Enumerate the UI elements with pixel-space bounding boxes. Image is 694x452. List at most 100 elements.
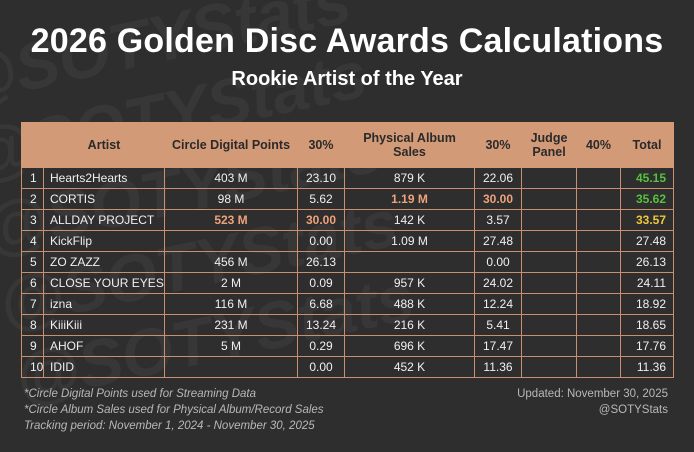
cell-digital-pct: 13.24 bbox=[297, 314, 345, 336]
cell-physical bbox=[344, 251, 475, 273]
cell-judge-pct bbox=[576, 188, 621, 210]
cell-artist: CLOSE YOUR EYES bbox=[43, 272, 165, 294]
col-header-digital-pct: 30% bbox=[297, 122, 345, 168]
cell-physical-pct: 17.47 bbox=[474, 335, 522, 357]
cell-rank: 9 bbox=[21, 335, 44, 357]
table-body: 1 Hearts2Hearts 403 M 23.10 879 K 22.06 45.15 2… bbox=[21, 167, 674, 378]
cell-physical: 879 K bbox=[344, 167, 475, 189]
col-header-judge-pct: 40% bbox=[576, 122, 621, 168]
cell-digital-pct: 30.00 bbox=[297, 209, 345, 231]
cell-total: 24.11 bbox=[620, 272, 674, 294]
footer-tracking-period: Tracking period: November 1, 2024 - Nove… bbox=[24, 420, 315, 432]
table-row: 3 ALLDAY PROJECT 523 M 30.00 142 K 3.57 33.57 bbox=[21, 209, 674, 231]
cell-physical-pct: 30.00 bbox=[474, 188, 522, 210]
cell-digital-pct: 5.62 bbox=[297, 188, 345, 210]
footer-updated: Updated: November 30, 2025 bbox=[517, 388, 668, 400]
cell-judge-pct bbox=[576, 314, 621, 336]
cell-total: 18.92 bbox=[620, 293, 674, 315]
col-header-artist: Artist bbox=[43, 122, 165, 168]
cell-rank: 3 bbox=[21, 209, 44, 231]
cell-artist: ALLDAY PROJECT bbox=[43, 209, 165, 231]
cell-total: 11.36 bbox=[620, 356, 674, 378]
cell-rank: 4 bbox=[21, 230, 44, 252]
cell-physical: 452 K bbox=[344, 356, 475, 378]
cell-artist: izna bbox=[43, 293, 165, 315]
footer-meta: Updated: November 30, 2025 @SOTYStats bbox=[517, 386, 668, 418]
cell-physical-pct: 5.41 bbox=[474, 314, 522, 336]
footer-note-digital: *Circle Digital Points used for Streamin… bbox=[24, 388, 257, 400]
cell-rank: 10 bbox=[21, 356, 44, 378]
cell-judge bbox=[521, 188, 577, 210]
cell-physical-pct: 0.00 bbox=[474, 251, 522, 273]
cell-digital-pct: 26.13 bbox=[297, 251, 345, 273]
table-header-row: Artist Circle Digital Points 30% Physica… bbox=[21, 122, 674, 168]
cell-total: 26.13 bbox=[620, 251, 674, 273]
page-title: 2026 Golden Disc Awards Calculations bbox=[30, 22, 664, 60]
cell-judge bbox=[521, 356, 577, 378]
footer-notes: *Circle Digital Points used for Streamin… bbox=[24, 386, 324, 434]
cell-total: 27.48 bbox=[620, 230, 674, 252]
cell-judge bbox=[521, 293, 577, 315]
table-row: 7 izna 116 M 6.68 488 K 12.24 18.92 bbox=[21, 293, 674, 315]
cell-rank: 1 bbox=[21, 167, 44, 189]
col-header-physical-pct: 30% bbox=[474, 122, 522, 168]
cell-judge-pct bbox=[576, 251, 621, 273]
cell-total: 35.62 bbox=[620, 188, 674, 210]
cell-artist: AHOF bbox=[43, 335, 165, 357]
cell-physical-pct: 3.57 bbox=[474, 209, 522, 231]
cell-digital: 456 M bbox=[164, 251, 298, 273]
cell-judge bbox=[521, 230, 577, 252]
cell-judge-pct bbox=[576, 356, 621, 378]
table-row: 10 IDID 0.00 452 K 11.36 11.36 bbox=[21, 356, 674, 378]
cell-physical: 696 K bbox=[344, 335, 475, 357]
cell-digital bbox=[164, 356, 298, 378]
col-header-judge: Judge Panel bbox=[521, 122, 577, 168]
page-subtitle: Rookie Artist of the Year bbox=[231, 68, 463, 90]
col-header-rank bbox=[21, 122, 44, 168]
cell-judge bbox=[521, 314, 577, 336]
cell-rank: 8 bbox=[21, 314, 44, 336]
cell-digital: 116 M bbox=[164, 293, 298, 315]
col-header-physical: Physical Album Sales bbox=[344, 122, 475, 168]
cell-judge bbox=[521, 272, 577, 294]
table-row: 1 Hearts2Hearts 403 M 23.10 879 K 22.06 45.15 bbox=[21, 167, 674, 189]
cell-total: 17.76 bbox=[620, 335, 674, 357]
cell-judge bbox=[521, 209, 577, 231]
cell-rank: 7 bbox=[21, 293, 44, 315]
cell-judge-pct bbox=[576, 335, 621, 357]
cell-judge-pct bbox=[576, 209, 621, 231]
cell-judge-pct bbox=[576, 293, 621, 315]
table-row: 5 ZO ZAZZ 456 M 26.13 0.00 26.13 bbox=[21, 251, 674, 273]
cell-judge-pct bbox=[576, 230, 621, 252]
cell-rank: 2 bbox=[21, 188, 44, 210]
cell-physical-pct: 12.24 bbox=[474, 293, 522, 315]
cell-digital: 98 M bbox=[164, 188, 298, 210]
table-row: 4 KickFlip 0.00 1.09 M 27.48 27.48 bbox=[21, 230, 674, 252]
cell-digital bbox=[164, 230, 298, 252]
cell-artist: Hearts2Hearts bbox=[43, 167, 165, 189]
cell-digital-pct: 0.00 bbox=[297, 230, 345, 252]
table-row: 9 AHOF 5 M 0.29 696 K 17.47 17.76 bbox=[21, 335, 674, 357]
cell-digital: 5 M bbox=[164, 335, 298, 357]
table-row: 6 CLOSE YOUR EYES 2 M 0.09 957 K 24.02 24.11 bbox=[21, 272, 674, 294]
cell-physical: 957 K bbox=[344, 272, 475, 294]
footer-note-physical: *Circle Album Sales used for Physical Al… bbox=[24, 404, 324, 416]
cell-judge-pct bbox=[576, 167, 621, 189]
cell-digital: 231 M bbox=[164, 314, 298, 336]
cell-total: 45.15 bbox=[620, 167, 674, 189]
cell-digital-pct: 23.10 bbox=[297, 167, 345, 189]
cell-physical-pct: 22.06 bbox=[474, 167, 522, 189]
cell-physical: 216 K bbox=[344, 314, 475, 336]
cell-digital-pct: 0.29 bbox=[297, 335, 345, 357]
cell-physical-pct: 27.48 bbox=[474, 230, 522, 252]
cell-digital-pct: 0.09 bbox=[297, 272, 345, 294]
cell-total: 33.57 bbox=[620, 209, 674, 231]
cell-physical-pct: 24.02 bbox=[474, 272, 522, 294]
table-row: 2 CORTIS 98 M 5.62 1.19 M 30.00 35.62 bbox=[21, 188, 674, 210]
cell-artist: IDID bbox=[43, 356, 165, 378]
cell-digital-pct: 0.00 bbox=[297, 356, 345, 378]
col-header-digital: Circle Digital Points bbox=[164, 122, 298, 168]
cell-artist: CORTIS bbox=[43, 188, 165, 210]
cell-physical: 1.09 M bbox=[344, 230, 475, 252]
cell-artist: KiiiKiii bbox=[43, 314, 165, 336]
